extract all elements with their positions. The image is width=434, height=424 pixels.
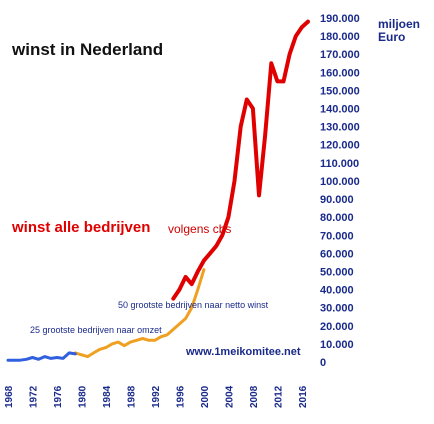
y-tick-label: 30.000 bbox=[320, 303, 354, 315]
x-tick-label: 1988 bbox=[126, 385, 137, 408]
x-tick-label: 1976 bbox=[53, 385, 64, 408]
y-axis-unit-label: miljoen Euro bbox=[378, 18, 420, 44]
x-tick-label: 2008 bbox=[249, 385, 260, 408]
y-tick-label: 120.000 bbox=[320, 140, 360, 152]
unit-line-2: Euro bbox=[378, 30, 406, 44]
y-tick-label: 170.000 bbox=[320, 49, 360, 61]
x-tick-label: 2000 bbox=[200, 385, 211, 408]
series-label-source: volgens cbs bbox=[168, 222, 232, 236]
series-line-0 bbox=[171, 19, 310, 301]
y-tick-label: 190.000 bbox=[320, 13, 360, 25]
y-tick-label: 130.000 bbox=[320, 122, 360, 134]
x-tick-label: 1992 bbox=[151, 385, 162, 408]
y-tick-label: 140.000 bbox=[320, 104, 360, 116]
y-tick-label: 160.000 bbox=[320, 67, 360, 79]
x-tick-label: 1972 bbox=[28, 385, 39, 408]
series-line-2 bbox=[6, 351, 77, 362]
x-tick-label: 1980 bbox=[77, 385, 88, 408]
series-label-main: winst alle bedrijven bbox=[12, 219, 151, 236]
y-tick-label: 80.000 bbox=[320, 212, 354, 224]
y-tick-label: 100.000 bbox=[320, 176, 360, 188]
y-tick-label: 50.000 bbox=[320, 266, 354, 278]
y-tick-label: 110.000 bbox=[320, 158, 359, 170]
unit-line-1: miljoen bbox=[378, 17, 421, 31]
x-tick-label: 2016 bbox=[298, 385, 309, 408]
y-tick-label: 0 bbox=[320, 357, 326, 369]
y-tick-label: 60.000 bbox=[320, 248, 354, 260]
x-tick-label: 1968 bbox=[4, 385, 15, 408]
y-tick-label: 90.000 bbox=[320, 194, 354, 206]
annotation-top25: 25 grootste bedrijven naar omzet bbox=[30, 325, 162, 335]
y-tick-label: 150.000 bbox=[320, 85, 360, 97]
x-tick-label: 1996 bbox=[175, 385, 186, 408]
series-line-1 bbox=[73, 268, 206, 359]
y-tick-label: 20.000 bbox=[320, 321, 354, 333]
y-tick-label: 70.000 bbox=[320, 230, 354, 242]
x-tick-label: 1984 bbox=[102, 385, 113, 408]
annotation-top50: 50 grootste bedrijven naar netto winst bbox=[118, 300, 269, 310]
x-tick-label: 2004 bbox=[224, 385, 235, 408]
y-tick-label: 180.000 bbox=[320, 31, 360, 43]
source-url: www.1meikomitee.net bbox=[186, 346, 301, 358]
chart-title: winst in Nederland bbox=[12, 40, 164, 59]
x-tick-label: 2012 bbox=[273, 385, 284, 408]
y-tick-label: 40.000 bbox=[320, 285, 354, 297]
y-tick-label: 10.000 bbox=[320, 339, 354, 351]
